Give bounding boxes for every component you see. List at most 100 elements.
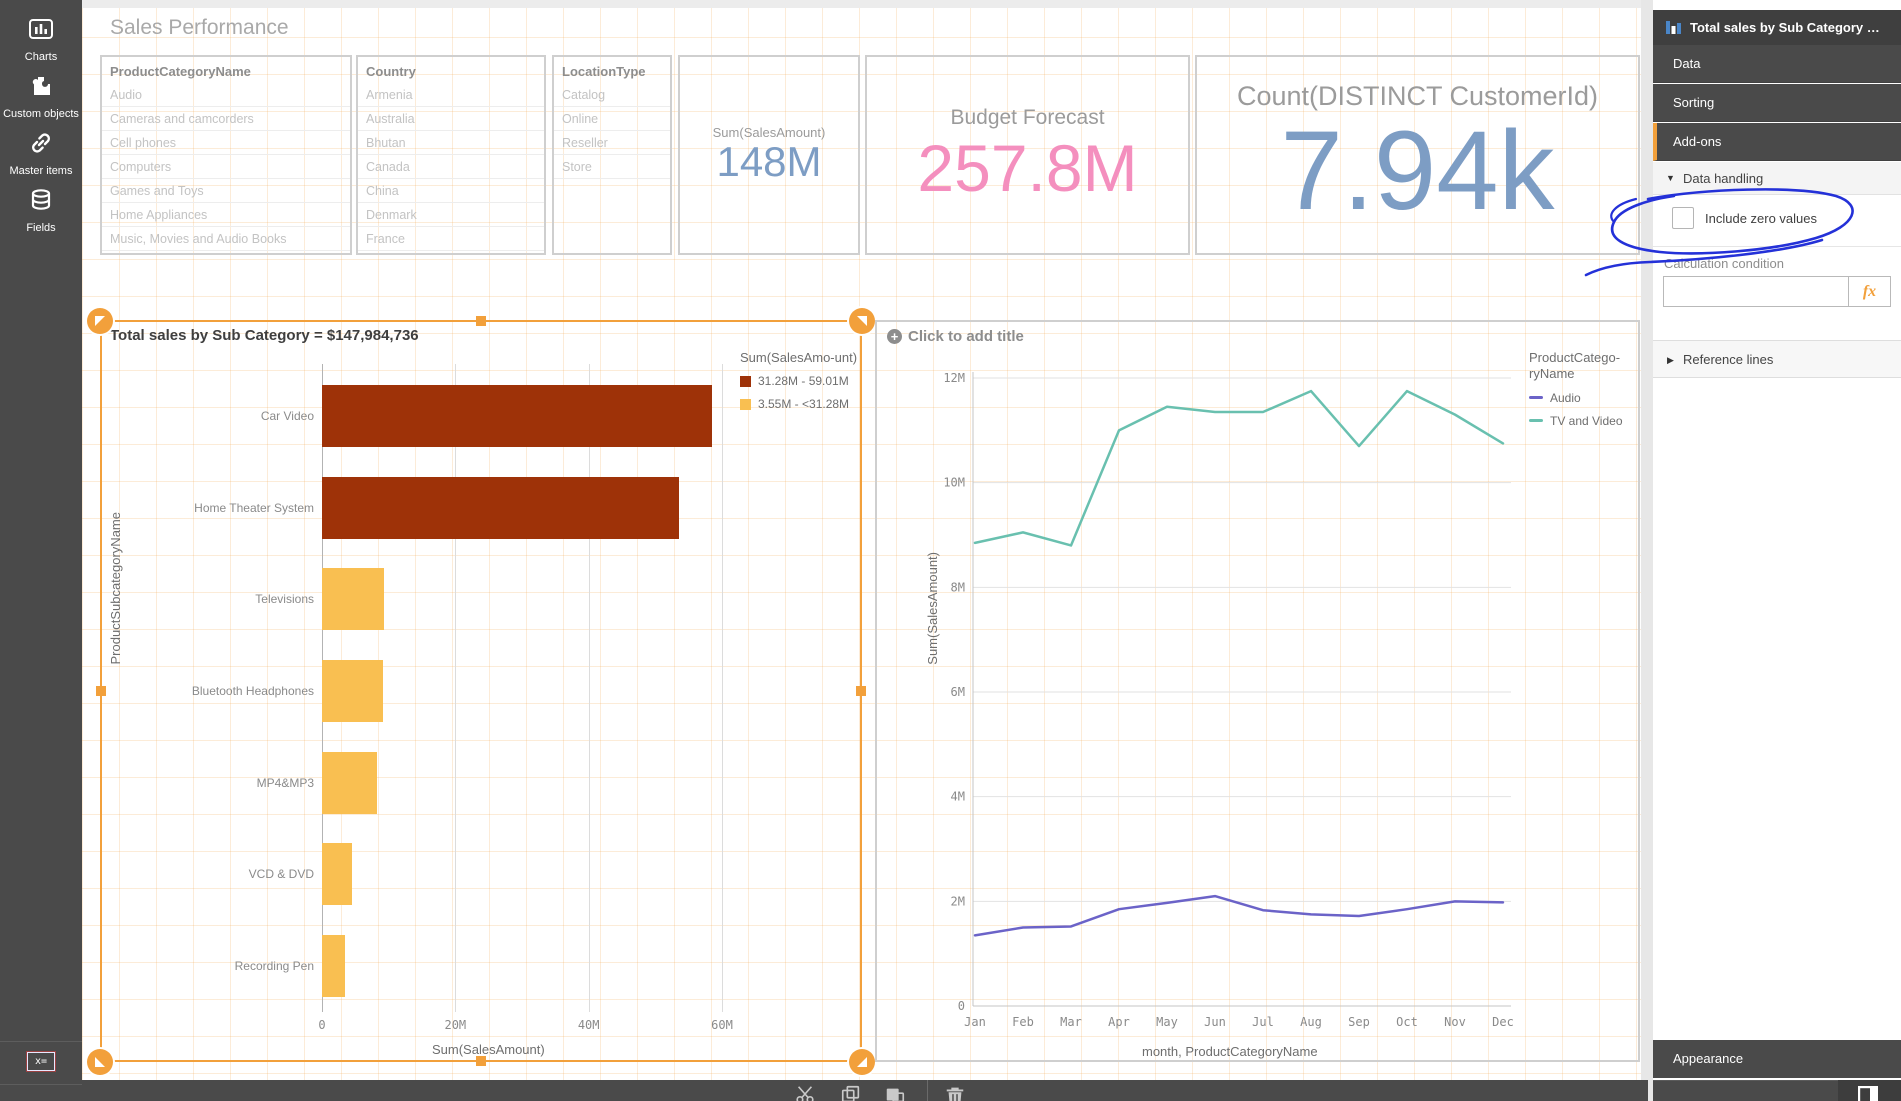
sidebar-item-label: Master items: [9, 165, 73, 177]
bar-row[interactable]: Recording Pen: [102, 920, 742, 1012]
include-zero-checkbox[interactable]: [1672, 207, 1694, 229]
filter-item[interactable]: France: [358, 227, 544, 251]
section-reference-lines[interactable]: ▶ Reference lines: [1653, 340, 1901, 378]
bar-row[interactable]: Bluetooth Headphones: [102, 645, 742, 737]
paste-icon[interactable]: [884, 1084, 906, 1101]
kpi-label: Budget Forecast: [950, 106, 1105, 130]
cut-icon[interactable]: [794, 1084, 816, 1101]
section-data-handling[interactable]: ▼ Data handling: [1653, 162, 1901, 195]
sidebar-item-charts[interactable]: Charts: [0, 6, 82, 63]
filter-item[interactable]: Music, Movies and Audio Books: [102, 227, 350, 251]
filter-item[interactable]: Denmark: [358, 203, 544, 227]
accordion-data[interactable]: Data: [1653, 45, 1901, 83]
bar-x-tick-label: 0: [318, 1018, 326, 1032]
filter-title: Country: [366, 64, 416, 79]
line-series-tv-and-video[interactable]: [973, 389, 1505, 547]
sheet-canvas[interactable]: Sales Performance ProductCategoryName Au…: [82, 0, 1648, 1080]
bar-row[interactable]: MP4&MP3: [102, 737, 742, 829]
line-chart-plot[interactable]: 0 2M 4M 6M 8M 10M 12M Jan Feb Mar Apr May Jun Jul Aug S…: [877, 322, 1640, 1062]
resize-handle-top[interactable]: [476, 316, 486, 326]
resize-handle-left[interactable]: [96, 686, 106, 696]
resize-handle-right[interactable]: [856, 686, 866, 696]
bar-row[interactable]: VCD & DVD: [102, 829, 742, 921]
legend-entry[interactable]: TV and Video: [1529, 414, 1638, 428]
resize-handle-bottom[interactable]: [476, 1056, 486, 1066]
line-chart-add-title[interactable]: + Click to add title: [887, 328, 1024, 345]
bar[interactable]: [322, 843, 352, 906]
accordion-sorting[interactable]: Sorting: [1653, 84, 1901, 122]
bar[interactable]: [322, 935, 346, 998]
filter-item[interactable]: Cameras and camcorders: [102, 107, 350, 131]
line-x-tick-label: Mar: [1060, 1015, 1082, 1029]
accordion-appearance[interactable]: Appearance: [1653, 1040, 1901, 1078]
filterpane-product-category[interactable]: ProductCategoryName Audio Cameras and cam…: [100, 55, 352, 255]
bar[interactable]: [322, 384, 713, 447]
legend-entry[interactable]: 31.28M - 59.01M: [740, 374, 860, 388]
sidebar-item-master-items[interactable]: Master items: [0, 120, 82, 177]
bar-chart-plot[interactable]: Car Video Home Theater System Televisions B…: [102, 370, 742, 1006]
line-x-tick-label: Nov: [1444, 1015, 1466, 1029]
bar[interactable]: [322, 751, 377, 814]
line-y-tick-label: 6M: [951, 685, 965, 699]
line-legend-title: ProductCatego-ryName: [1529, 350, 1621, 382]
filter-item[interactable]: Catalog: [554, 83, 670, 107]
filter-title: ProductCategoryName: [110, 64, 251, 79]
bar[interactable]: [322, 476, 680, 539]
filter-item[interactable]: China: [358, 179, 544, 203]
filter-item[interactable]: Armenia: [358, 83, 544, 107]
resize-handle-bottom-left[interactable]: [87, 1049, 113, 1075]
filterpane-location-type[interactable]: LocationType Catalog Online Reseller Store: [552, 55, 672, 255]
calculation-condition-input[interactable]: [1663, 276, 1849, 307]
filter-item[interactable]: Online: [554, 107, 670, 131]
expression-editor-button[interactable]: fx: [1848, 276, 1891, 307]
filter-item[interactable]: Audio: [102, 83, 350, 107]
legend-entry[interactable]: Audio: [1529, 391, 1638, 405]
bar-row[interactable]: Home Theater System: [102, 462, 742, 554]
bar-category-label: Recording Pen: [234, 959, 314, 974]
filter-item[interactable]: Computers: [102, 155, 350, 179]
toggle-panel-corner[interactable]: [1838, 1080, 1901, 1101]
bar[interactable]: [322, 568, 385, 631]
resize-handle-top-left[interactable]: [87, 308, 113, 334]
filter-item[interactable]: Cell phones: [102, 131, 350, 155]
line-y-tick-label: 2M: [951, 894, 965, 908]
bar[interactable]: [322, 659, 383, 722]
puzzle-icon: [28, 73, 54, 99]
resize-handle-top-right[interactable]: [849, 308, 875, 334]
copy-icon[interactable]: [840, 1084, 862, 1101]
legend-entry[interactable]: 3.55M - <31.28M: [740, 397, 860, 411]
kpi-budget-forecast[interactable]: Budget Forecast 257.8M: [865, 55, 1190, 255]
bar-gridline: [722, 364, 723, 1012]
sidebar-item-custom-objects[interactable]: Custom objects: [0, 63, 82, 120]
variables-icon[interactable]: x=: [27, 1052, 55, 1071]
filter-title: LocationType: [562, 64, 646, 79]
bar-x-tick-label: 20M: [444, 1018, 467, 1032]
bar-chart-y-axis-title: ProductSubcategoryName: [108, 512, 123, 665]
edit-bottom-toolbar: [82, 1080, 1648, 1101]
line-x-tick-label: Aug: [1300, 1015, 1322, 1029]
add-title-plus-icon[interactable]: +: [887, 329, 902, 344]
line-chart-panel[interactable]: + Click to add title 0 2M 4M 6M 8M 10M 12M Jan F…: [875, 320, 1640, 1062]
delete-icon[interactable]: [944, 1084, 966, 1101]
bar-chart-legend: Sum(SalesAmo-unt) 31.28M - 59.01M 3.55M -…: [740, 350, 860, 420]
kpi-customer-count[interactable]: Count(DISTINCT CustomerId) 7.94k: [1195, 55, 1640, 255]
filter-item[interactable]: Canada: [358, 155, 544, 179]
bar-row[interactable]: Car Video: [102, 370, 742, 462]
filterpane-country[interactable]: Country Armenia Australia Bhutan Canada Chin…: [356, 55, 546, 255]
filter-item[interactable]: Bhutan: [358, 131, 544, 155]
kpi-sales-amount[interactable]: Sum(SalesAmount) 148M: [678, 55, 860, 255]
filter-item[interactable]: Games and Toys: [102, 179, 350, 203]
line-chart-title: Click to add title: [908, 328, 1024, 345]
bar-row[interactable]: Televisions: [102, 553, 742, 645]
bar-chart-panel[interactable]: Total sales by Sub Category = $147,984,7…: [100, 320, 862, 1062]
filter-item[interactable]: Store: [554, 155, 670, 179]
caret-down-icon: ▼: [1666, 173, 1675, 183]
line-series-audio[interactable]: [973, 894, 1505, 937]
filter-item[interactable]: Reseller: [554, 131, 670, 155]
accordion-addons[interactable]: Add-ons: [1653, 123, 1901, 161]
resize-handle-bottom-right[interactable]: [849, 1049, 875, 1075]
filter-item[interactable]: Home Appliances: [102, 203, 350, 227]
sidebar-item-fields[interactable]: Fields: [0, 177, 82, 234]
filter-item[interactable]: Australia: [358, 107, 544, 131]
